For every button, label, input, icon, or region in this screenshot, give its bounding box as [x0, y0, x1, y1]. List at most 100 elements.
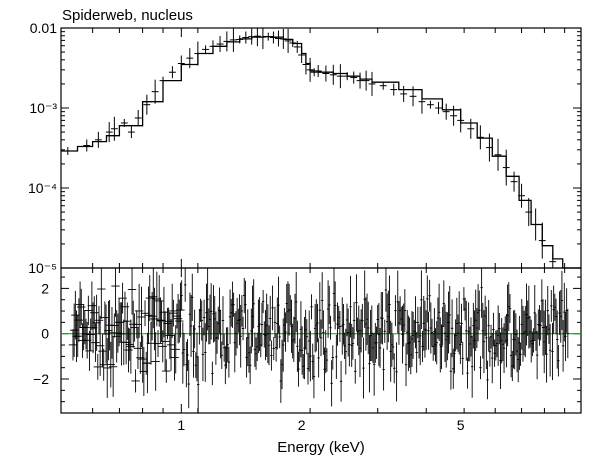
- residual-point: [81, 318, 91, 350]
- residual-point: [125, 328, 134, 361]
- energy-x-axis: 1 2 5: [60, 28, 566, 433]
- residual-point: [367, 301, 370, 355]
- residual-point: [112, 310, 121, 363]
- residual-point: [187, 359, 190, 409]
- spectrum-point: [298, 46, 306, 63]
- residual-point: [99, 348, 108, 381]
- residual-point: [186, 339, 189, 372]
- residual-point: [548, 323, 552, 377]
- residual-point: [362, 337, 365, 399]
- residual-point: [193, 309, 196, 349]
- residual-point: [201, 327, 205, 382]
- residual-point: [284, 312, 287, 352]
- residual-point: [416, 306, 420, 339]
- residual-point: [176, 282, 185, 338]
- spectrum-point: [476, 125, 484, 150]
- residual-point: [127, 268, 137, 315]
- residual-tick-label: 2: [41, 280, 49, 296]
- residual-tick-label: 0: [41, 326, 49, 342]
- residual-point: [167, 283, 177, 339]
- residual-point: [449, 352, 453, 390]
- residual-point: [202, 299, 206, 336]
- spectrum-point: [302, 54, 310, 75]
- residual-point: [354, 358, 357, 384]
- residual-point: [551, 322, 554, 381]
- residual-point: [68, 329, 78, 361]
- spectrum-point: [186, 48, 194, 69]
- residual-point: [465, 300, 468, 361]
- spectrum-point: [494, 138, 502, 171]
- residual-point: [361, 303, 364, 338]
- spectrum-point: [409, 86, 417, 107]
- residual-point: [388, 275, 391, 334]
- residual-point: [71, 290, 80, 340]
- residual-frame: [60, 267, 582, 414]
- residual-point: [73, 315, 82, 358]
- residual-point: [533, 284, 536, 341]
- residual-point: [319, 319, 323, 357]
- spectrum-point: [259, 28, 267, 50]
- residual-point: [545, 325, 548, 383]
- residual-point: [535, 330, 539, 380]
- residual-point: [384, 268, 388, 312]
- residual-point: [375, 326, 378, 359]
- spectrum-point: [253, 28, 261, 47]
- spectrum-point: [202, 45, 210, 54]
- spectrum-point: [269, 31, 277, 44]
- residual-point: [309, 330, 312, 382]
- residual-point: [312, 354, 316, 399]
- residual-point: [220, 341, 223, 369]
- residual-point: [453, 333, 456, 374]
- spectrum-point: [343, 72, 351, 81]
- residual-point: [478, 290, 481, 331]
- residual-point: [211, 361, 214, 386]
- residual-point: [508, 294, 512, 323]
- spectrum-point: [510, 171, 518, 192]
- residual-point: [271, 285, 274, 331]
- residual-point: [317, 338, 320, 378]
- residual-panel: 2 0 −2: [33, 267, 582, 414]
- residual-point: [98, 334, 107, 368]
- residual-point: [124, 327, 133, 373]
- spectrum-point: [168, 66, 176, 79]
- residual-point: [162, 359, 171, 383]
- residual-point: [330, 360, 333, 407]
- residual-point: [564, 311, 567, 362]
- spectrum-point: [467, 118, 475, 139]
- spectrum-point: [159, 76, 167, 85]
- residual-point: [144, 286, 153, 345]
- y-tick-label: 10⁻⁵: [28, 260, 57, 276]
- spectrum-point: [223, 31, 231, 52]
- spectrum-point: [83, 139, 91, 152]
- residual-point: [344, 328, 348, 375]
- residual-point: [103, 338, 112, 398]
- residual-point: [560, 270, 564, 331]
- residual-point: [428, 279, 431, 312]
- residual-point: [403, 289, 407, 333]
- spectrum-point: [127, 126, 135, 139]
- residual-point: [546, 286, 549, 336]
- residual-point: [391, 334, 395, 360]
- spectrum-point: [450, 105, 458, 126]
- spectrum-point: [143, 94, 151, 115]
- residual-point: [121, 320, 131, 365]
- residual-point: [191, 273, 194, 321]
- x-tick-label: 5: [457, 417, 465, 433]
- residual-point: [381, 292, 384, 345]
- residual-point: [206, 268, 209, 331]
- residual-point: [426, 275, 429, 323]
- residual-point: [461, 341, 464, 375]
- residual-point: [182, 332, 186, 367]
- residual-point: [111, 268, 120, 317]
- residual-point: [139, 346, 149, 396]
- spectrum-point: [151, 79, 159, 104]
- spectrum-point: [194, 41, 202, 66]
- residual-point: [169, 299, 178, 327]
- spectrum-point: [368, 71, 376, 96]
- residual-point: [118, 282, 127, 314]
- residual-point: [424, 310, 428, 351]
- residual-point: [486, 360, 489, 400]
- residual-point: [252, 279, 255, 329]
